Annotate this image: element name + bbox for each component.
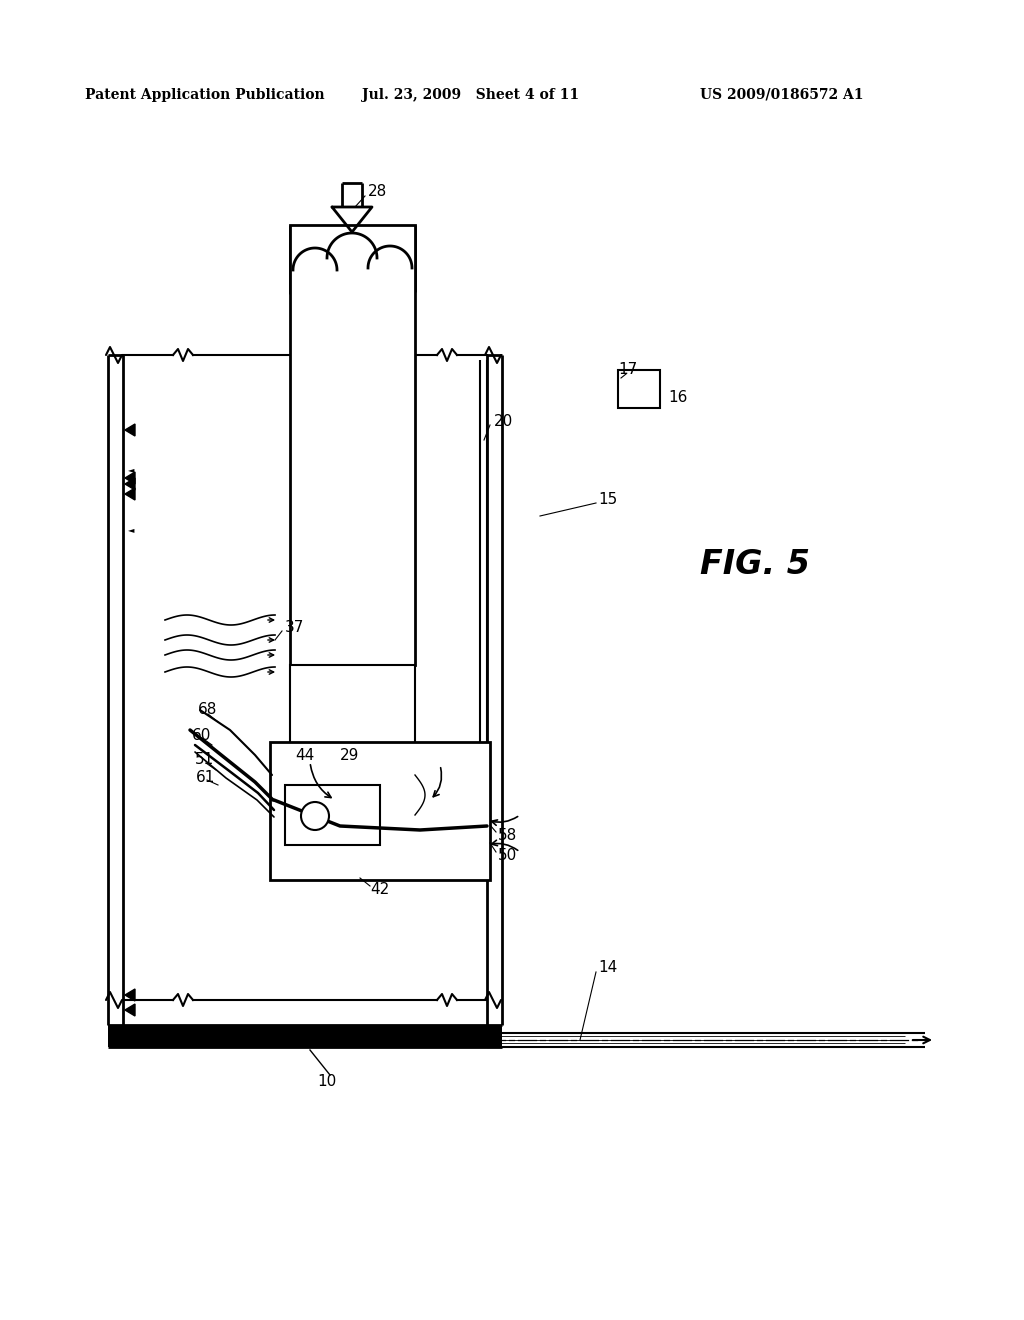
Text: 50: 50 <box>498 847 517 862</box>
Bar <box>290 665 415 744</box>
Bar <box>290 224 415 665</box>
Bar <box>618 370 660 408</box>
Circle shape <box>301 803 329 830</box>
Text: 17: 17 <box>618 363 637 378</box>
Text: 20: 20 <box>494 414 513 429</box>
Polygon shape <box>125 424 135 436</box>
Text: 29: 29 <box>340 747 359 763</box>
Text: ◄: ◄ <box>128 466 134 474</box>
Text: 60: 60 <box>193 727 211 742</box>
Text: US 2009/0186572 A1: US 2009/0186572 A1 <box>700 88 863 102</box>
Text: 14: 14 <box>598 961 617 975</box>
Text: 16: 16 <box>668 391 687 405</box>
Text: ◄: ◄ <box>128 425 134 434</box>
Polygon shape <box>125 488 135 500</box>
Text: 68: 68 <box>198 702 217 718</box>
Text: 58: 58 <box>498 828 517 842</box>
Text: ◄: ◄ <box>128 525 134 535</box>
Bar <box>285 785 380 845</box>
Text: 61: 61 <box>196 771 215 785</box>
Bar <box>270 742 490 880</box>
Text: FIG. 5: FIG. 5 <box>700 549 810 582</box>
Text: 10: 10 <box>317 1074 336 1089</box>
Text: 37: 37 <box>285 620 304 635</box>
Text: 44: 44 <box>295 747 314 763</box>
Polygon shape <box>125 478 135 490</box>
Text: 51: 51 <box>195 752 214 767</box>
Text: 15: 15 <box>598 492 617 507</box>
Bar <box>108 1026 502 1047</box>
Text: 28: 28 <box>368 185 387 199</box>
Polygon shape <box>125 1005 135 1016</box>
Text: 42: 42 <box>370 883 389 898</box>
Polygon shape <box>125 989 135 1001</box>
Text: Patent Application Publication: Patent Application Publication <box>85 88 325 102</box>
Polygon shape <box>125 473 135 484</box>
Text: Jul. 23, 2009   Sheet 4 of 11: Jul. 23, 2009 Sheet 4 of 11 <box>362 88 580 102</box>
